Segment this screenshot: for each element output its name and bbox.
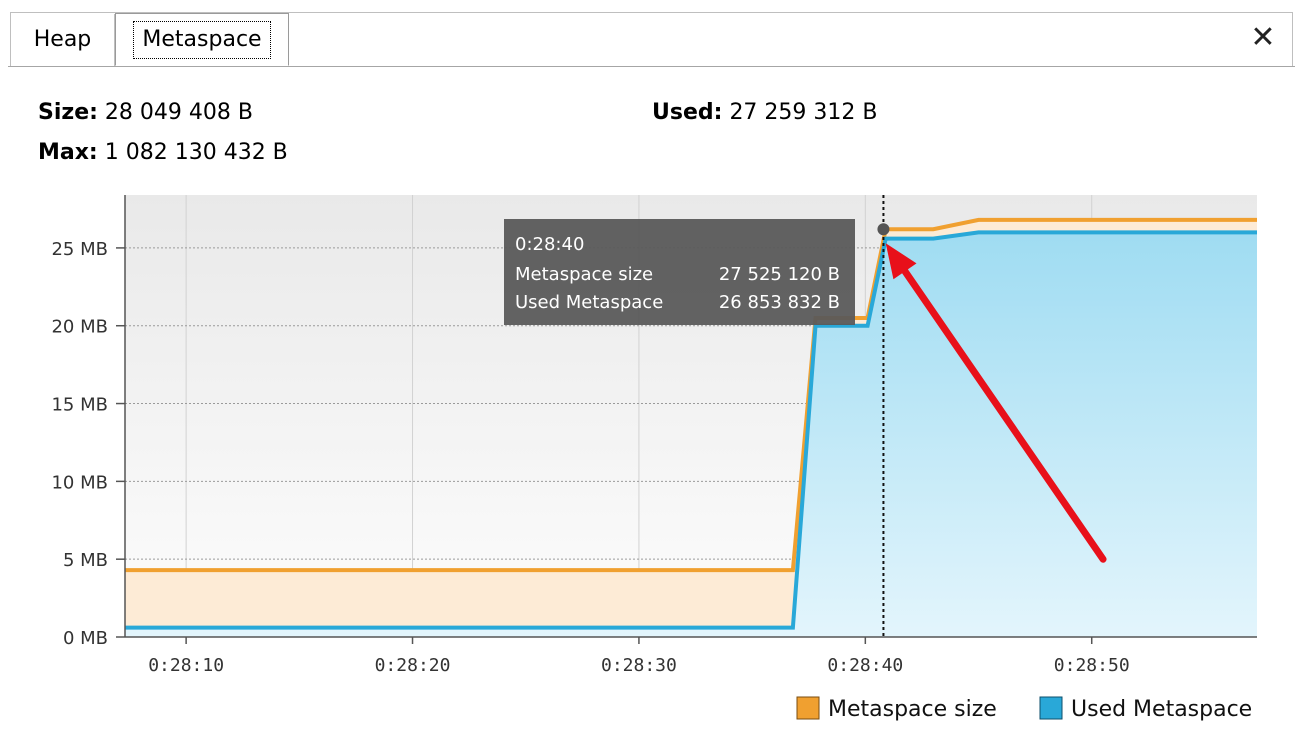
y-tick-label: 15 MB — [51, 395, 108, 416]
tab-metaspace-label: Metaspace — [133, 21, 271, 59]
crosshair-point — [877, 223, 890, 236]
red-arrow-shaft — [901, 267, 1107, 563]
x-tick-label: 0:28:10 — [148, 655, 224, 676]
y-tick-label: 10 MB — [51, 472, 108, 493]
tab-bar: Heap Metaspace ✕ — [0, 0, 1303, 70]
used-metaspace-area — [125, 232, 1257, 637]
tooltip-row-value: 27 525 120 B — [719, 264, 840, 285]
size-value: 28 049 408 B — [104, 100, 253, 125]
size-label: Size: — [38, 100, 98, 125]
legend-swatch-metaspace-size — [796, 696, 820, 720]
red-arrow-head — [885, 243, 917, 280]
legend-label-metaspace-size: Metaspace size — [828, 697, 997, 722]
size-stat: Size: 28 049 408 B — [38, 100, 253, 125]
max-label: Max: — [38, 140, 98, 165]
used-stat: Used: 27 259 312 B — [652, 100, 878, 125]
y-tick-label: 25 MB — [51, 239, 108, 260]
tooltip-row-label: Metaspace size — [515, 264, 653, 285]
tooltip-row-value: 26 853 832 B — [719, 292, 840, 313]
max-stat: Max: 1 082 130 432 B — [38, 140, 288, 165]
y-tick-label: 5 MB — [63, 550, 108, 571]
used-value: 27 259 312 B — [729, 100, 878, 125]
used-metaspace-line — [125, 230, 1257, 630]
x-tick-label: 0:28:50 — [1054, 655, 1130, 676]
tooltip-time: 0:28:40 — [515, 234, 584, 255]
x-tick-label: 0:28:30 — [601, 655, 677, 676]
y-tick-label: 20 MB — [51, 317, 108, 338]
x-tick-label: 0:28:40 — [827, 655, 903, 676]
tab-metaspace[interactable]: Metaspace — [115, 13, 289, 66]
used-label: Used: — [652, 100, 723, 125]
tab-divider — [8, 66, 1295, 67]
close-icon[interactable]: ✕ — [1250, 20, 1276, 55]
max-value: 1 082 130 432 B — [104, 140, 288, 165]
x-tick-label: 0:28:20 — [375, 655, 451, 676]
y-tick-label: 0 MB — [63, 628, 108, 649]
tab-heap[interactable]: Heap — [11, 14, 115, 66]
tooltip-row-label: Used Metaspace — [515, 292, 663, 313]
tooltip-box — [504, 219, 855, 325]
legend-swatch-used-metaspace — [1039, 696, 1063, 720]
legend-label-used-metaspace: Used Metaspace — [1071, 697, 1252, 722]
